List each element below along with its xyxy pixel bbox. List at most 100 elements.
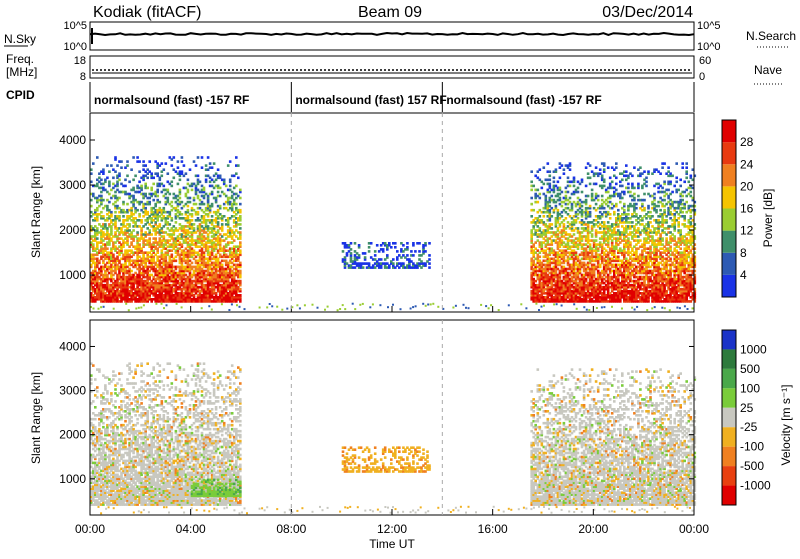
heatmap-cell — [591, 233, 594, 236]
heatmap-cell — [239, 215, 242, 218]
heatmap-cell — [615, 162, 618, 165]
heatmap-cell — [235, 203, 238, 206]
date-title: 03/Dec/2014 — [602, 4, 693, 21]
heatmap-cell — [406, 254, 409, 257]
heatmap-cell — [211, 191, 214, 194]
heatmap-cell — [589, 183, 592, 186]
heatmap-cell — [110, 164, 113, 167]
heatmap-cell — [539, 256, 542, 259]
heatmap-cell — [567, 191, 570, 194]
heatmap-cell — [382, 248, 385, 251]
heatmap-cell — [239, 270, 242, 273]
heatmap-cell — [126, 203, 129, 206]
heatmap-cell — [191, 219, 194, 222]
power-heatmap — [90, 156, 696, 311]
heatmap-cell — [557, 181, 560, 184]
heatmap-cell — [532, 209, 535, 212]
heatmap-cell — [193, 160, 196, 163]
heatmap-cell — [601, 195, 604, 198]
heatmap-cell — [191, 262, 194, 265]
heatmap-cell — [116, 164, 119, 167]
heatmap-cell — [239, 288, 242, 291]
heatmap-cell — [118, 172, 121, 175]
heatmap-cell — [239, 227, 242, 230]
heatmap-cell — [619, 201, 622, 204]
heatmap-cell — [587, 172, 590, 175]
nsky-tick-high: 10^5 — [63, 20, 87, 32]
heatmap-cell — [595, 183, 598, 186]
heatmap-cell — [179, 189, 182, 192]
heatmap-cell — [96, 237, 99, 240]
heatmap-cell — [112, 177, 115, 180]
heatmap-cell — [597, 195, 600, 198]
heatmap-cell — [617, 256, 620, 259]
heatmap-cell — [428, 254, 431, 257]
heatmap-cell — [136, 156, 139, 159]
heatmap-cell — [197, 156, 200, 159]
heatmap-cell — [539, 215, 542, 218]
heatmap-cell — [163, 235, 166, 238]
heatmap-cell — [124, 179, 127, 182]
heatmap-cell — [213, 162, 216, 165]
heatmap-cell — [195, 164, 198, 167]
heatmap-cell — [106, 164, 109, 167]
heatmap-cell — [138, 181, 141, 184]
heatmap-cell — [219, 175, 222, 178]
heatmap-cell — [370, 242, 373, 245]
heatmap-cell — [561, 164, 564, 167]
heatmap-cell — [627, 237, 630, 240]
heatmap-cell — [555, 205, 558, 208]
heatmap-cell — [561, 215, 564, 218]
heatmap-cell — [239, 231, 242, 234]
freq-label: Freq. — [6, 52, 34, 66]
heatmap-cell — [577, 217, 580, 220]
heatmap-cell — [146, 187, 149, 190]
heatmap-cell — [623, 203, 626, 206]
heatmap-cell — [406, 242, 409, 245]
heatmap-cell — [181, 160, 184, 163]
heatmap-cell — [402, 244, 405, 247]
heatmap-cell — [364, 256, 367, 259]
heatmap-cell — [543, 215, 546, 218]
heatmap-cell — [201, 166, 204, 169]
heatmap-cell — [227, 164, 230, 167]
heatmap-cell — [607, 166, 610, 169]
heatmap-cell — [108, 201, 111, 204]
heatmap-cell — [627, 183, 630, 186]
heatmap-cell — [585, 199, 588, 202]
heatmap-cell — [623, 191, 626, 194]
heatmap-cell — [428, 242, 431, 245]
heatmap-cell — [368, 246, 371, 249]
heatmap-cell — [549, 170, 552, 173]
heatmap-cell — [126, 160, 129, 163]
heatmap-cell — [547, 162, 550, 165]
heatmap-cell — [130, 270, 133, 273]
heatmap-cell — [108, 181, 111, 184]
heatmap-cell — [148, 201, 151, 204]
heatmap-cell — [217, 221, 220, 224]
heatmap-cell — [623, 209, 626, 212]
heatmap-cell — [150, 233, 153, 236]
heatmap-cell — [394, 246, 397, 249]
heatmap-cell — [235, 185, 238, 188]
heatmap-cell — [577, 187, 580, 190]
heatmap-cell — [189, 201, 192, 204]
heatmap-cell — [555, 168, 558, 171]
heatmap-cell — [392, 258, 395, 261]
heatmap-cell — [167, 197, 170, 200]
heatmap-cell — [428, 266, 431, 269]
beam-title: Beam 09 — [358, 4, 422, 21]
heatmap-cell — [179, 197, 182, 200]
heatmap-cell — [368, 262, 371, 265]
heatmap-cell — [368, 250, 371, 253]
heatmap-cell — [565, 195, 568, 198]
heatmap-cell — [173, 177, 176, 180]
heatmap-cell — [114, 156, 117, 159]
heatmap-cell — [237, 177, 240, 180]
heatmap-cell — [161, 175, 164, 178]
heatmap-cell — [239, 189, 242, 192]
heatmap-cell — [177, 166, 180, 169]
heatmap-cell — [179, 179, 182, 182]
heatmap-cell — [144, 164, 147, 167]
